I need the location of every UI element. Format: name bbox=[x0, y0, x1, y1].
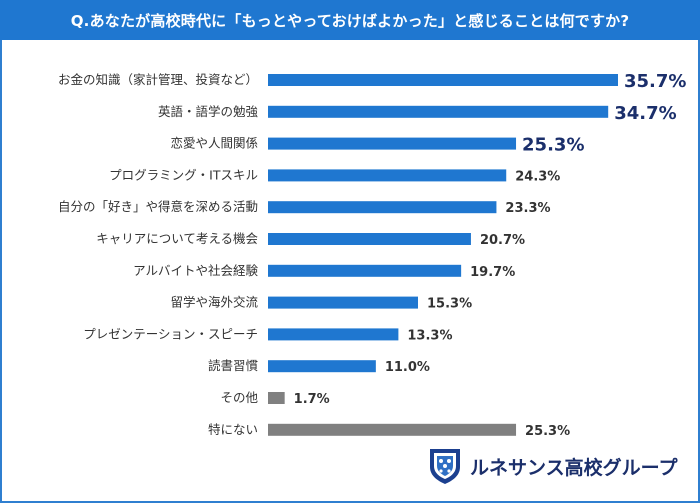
bar bbox=[268, 264, 462, 277]
value-label: 35.7% bbox=[624, 71, 686, 92]
bar bbox=[268, 201, 497, 214]
category-label: プレゼンテーション・スピーチ bbox=[83, 326, 258, 341]
value-label: 19.7% bbox=[470, 265, 515, 280]
logo-text: ルネサンス高校グループ bbox=[470, 456, 678, 479]
question-title: Q.あなたが高校時代に「もっとやっておけばよかった」と感じることは何ですか? bbox=[0, 0, 700, 40]
value-label: 25.3% bbox=[522, 135, 584, 156]
category-label: キャリアについて考える機会 bbox=[96, 231, 258, 246]
category-label: 恋愛や人間関係 bbox=[170, 136, 258, 151]
value-label: 24.3% bbox=[515, 169, 560, 184]
value-label: 25.3% bbox=[525, 424, 570, 439]
category-label: 特にない bbox=[208, 422, 258, 437]
bar bbox=[268, 296, 418, 309]
bar bbox=[268, 360, 376, 373]
bar bbox=[268, 105, 609, 118]
value-label: 23.3% bbox=[505, 201, 550, 216]
value-label: 13.3% bbox=[407, 328, 452, 343]
bar bbox=[268, 392, 285, 404]
category-label: 留学や海外交流 bbox=[170, 295, 258, 310]
value-label: 34.7% bbox=[614, 103, 676, 124]
logo: ルネサンス高校グループ bbox=[428, 447, 677, 485]
category-label: アルバイトや社会経験 bbox=[133, 263, 258, 278]
value-label: 20.7% bbox=[480, 233, 525, 248]
value-label: 11.0% bbox=[385, 360, 430, 375]
category-label: プログラミング・ITスキル bbox=[109, 167, 258, 182]
bar bbox=[268, 137, 517, 150]
value-label: 1.7% bbox=[294, 392, 330, 407]
category-label: 読書習慣 bbox=[208, 358, 259, 373]
bar bbox=[268, 328, 399, 341]
shield-icon bbox=[430, 449, 460, 484]
bar bbox=[268, 423, 517, 436]
value-label: 15.3% bbox=[427, 297, 472, 312]
category-label: 英語・語学の勉強 bbox=[158, 104, 259, 119]
category-label: その他 bbox=[220, 390, 258, 405]
category-label: お金の知識（家計管理、投資など） bbox=[58, 72, 258, 87]
bar bbox=[268, 74, 618, 86]
category-label: 自分の「好き」や得意を深める活動 bbox=[58, 199, 258, 214]
bar bbox=[268, 169, 507, 182]
bar bbox=[268, 233, 471, 245]
